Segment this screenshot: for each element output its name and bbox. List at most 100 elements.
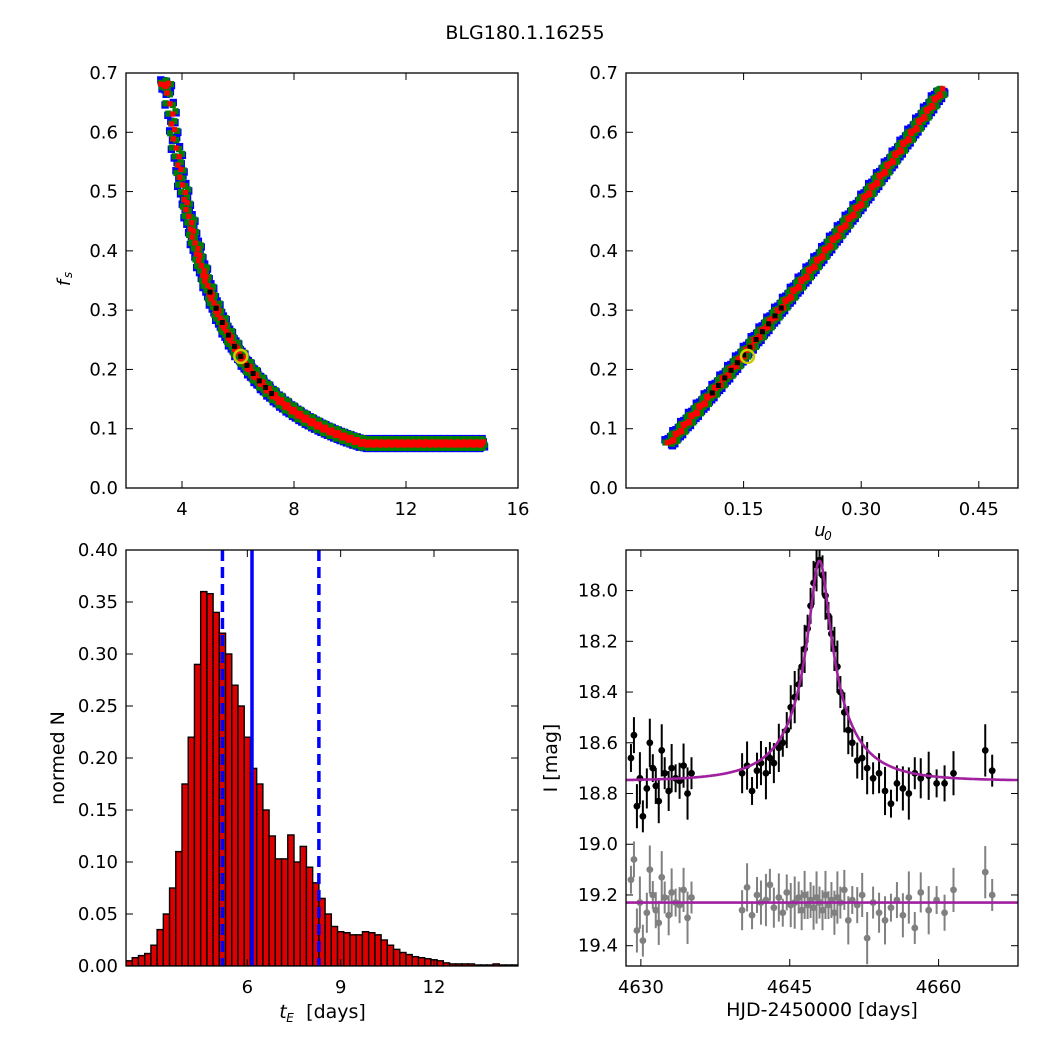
confidence-cell-inner	[422, 440, 428, 446]
confidence-cell-inner	[173, 145, 179, 151]
confidence-cell-mid	[478, 444, 485, 452]
model-curve	[626, 559, 1018, 782]
confidence-cell-inner	[460, 440, 466, 446]
confidence-cell-inner	[200, 273, 206, 279]
confidence-cell-inner	[454, 440, 460, 446]
confidence-cell-inner	[177, 174, 183, 180]
confidence-cell-inner	[766, 317, 773, 323]
confidence-cell-mid	[846, 221, 853, 228]
confidence-cell-mid	[799, 283, 806, 290]
y-tick-label: 0.4	[89, 241, 118, 262]
x-axis-label-t: t	[279, 1001, 288, 1023]
data-point	[639, 812, 647, 820]
y-tick-label: 0.25	[78, 696, 118, 717]
confidence-cell-inner	[280, 401, 286, 407]
y-tick-label: 0.7	[89, 63, 118, 84]
confidence-cell-inner	[806, 267, 812, 273]
x-tick-label: 12	[423, 977, 446, 998]
histogram-bar	[355, 934, 364, 966]
confidence-cell-inner	[277, 399, 284, 405]
confidence-cell-inner	[466, 440, 473, 446]
confidence-cell-inner	[856, 203, 862, 209]
confidence-cell-inner	[196, 258, 202, 264]
confidence-cell-inner	[372, 440, 378, 446]
confidence-cell-inner	[693, 409, 700, 415]
y-tick-label: 18.0	[578, 581, 618, 602]
confidence-cell-inner	[228, 334, 234, 340]
residuals-point	[801, 891, 809, 899]
confidence-cell-inner	[782, 297, 788, 303]
confidence-cell-mid	[180, 167, 187, 174]
x-tick-label: 0.45	[959, 499, 999, 520]
confidence-cell-inner	[274, 395, 280, 402]
y-tick-label: 0.20	[78, 748, 118, 769]
confidence-cell-inner	[198, 263, 205, 269]
x-tick-label: 6	[242, 977, 253, 998]
confidence-cell-inner	[848, 214, 854, 220]
histogram-bar	[305, 866, 314, 966]
histogram-bar	[262, 809, 270, 966]
confidence-cell-mid	[193, 228, 200, 236]
data-point	[905, 790, 913, 797]
confidence-cell-mid	[222, 332, 229, 339]
confidence-cell-inner	[234, 345, 241, 351]
confidence-cell-inner	[179, 182, 186, 188]
histogram-bar	[280, 858, 289, 966]
confidence-cell-mid	[783, 303, 790, 310]
residuals-point	[950, 886, 957, 894]
confidence-cell-inner	[197, 252, 203, 259]
x-tick-label: 4	[176, 499, 187, 520]
confidence-cell-inner	[733, 362, 739, 368]
y-axis-label: f	[54, 277, 75, 286]
confidence-cell-inner	[312, 421, 318, 427]
panel-frame	[125, 72, 519, 489]
confidence-cell-inner	[903, 139, 909, 145]
confidence-cell-mid	[791, 293, 798, 300]
residuals-point	[766, 881, 774, 889]
residuals-point	[775, 894, 783, 901]
residuals-point	[798, 906, 806, 914]
histogram-bar	[137, 954, 146, 966]
confidence-cell-mid	[182, 182, 189, 190]
confidence-cell-mid	[822, 252, 829, 259]
confidence-cell-best	[269, 391, 275, 397]
y-tick-label: 0.05	[78, 904, 118, 925]
residuals-point	[822, 891, 829, 899]
confidence-cell-mid	[775, 313, 782, 320]
confidence-cell-best	[225, 332, 231, 338]
histogram-bar	[131, 956, 140, 966]
confidence-cell-inner	[921, 114, 927, 120]
confidence-cell-inner	[397, 440, 403, 446]
confidence-cell-mid	[177, 189, 185, 196]
confidence-cell-mid	[728, 371, 735, 378]
confidence-cell-mid	[173, 169, 180, 177]
confidence-cell-mid	[704, 399, 712, 407]
confidence-cell-inner	[265, 388, 271, 394]
confidence-cell-mid	[203, 287, 210, 294]
residuals-point	[668, 889, 676, 896]
residuals-point	[655, 919, 663, 927]
data-point	[688, 769, 695, 777]
data-point	[941, 779, 948, 787]
confidence-cell-mid	[210, 283, 217, 290]
lightcurve-plot	[626, 550, 1018, 965]
confidence-cell-best	[759, 329, 765, 335]
confidence-cell-inner	[868, 183, 874, 189]
histogram-bar	[405, 953, 413, 966]
residuals-point	[639, 937, 647, 945]
confidence-cell-inner	[795, 283, 802, 290]
confidence-cell-inner	[811, 263, 817, 269]
y-tick-label: 18.4	[578, 682, 618, 703]
confidence-cell-mid	[168, 144, 176, 151]
confidence-cell-mid	[838, 231, 845, 238]
confidence-cell-inner	[735, 356, 741, 362]
data-point	[917, 774, 925, 782]
data-point	[643, 785, 651, 792]
confidence-cell-inner	[287, 405, 293, 412]
confidence-cell-inner	[201, 268, 207, 274]
confidence-cell-mid	[167, 81, 175, 88]
residuals-point	[753, 891, 761, 899]
confidence-cell-inner	[871, 182, 878, 188]
data-point	[738, 769, 746, 777]
